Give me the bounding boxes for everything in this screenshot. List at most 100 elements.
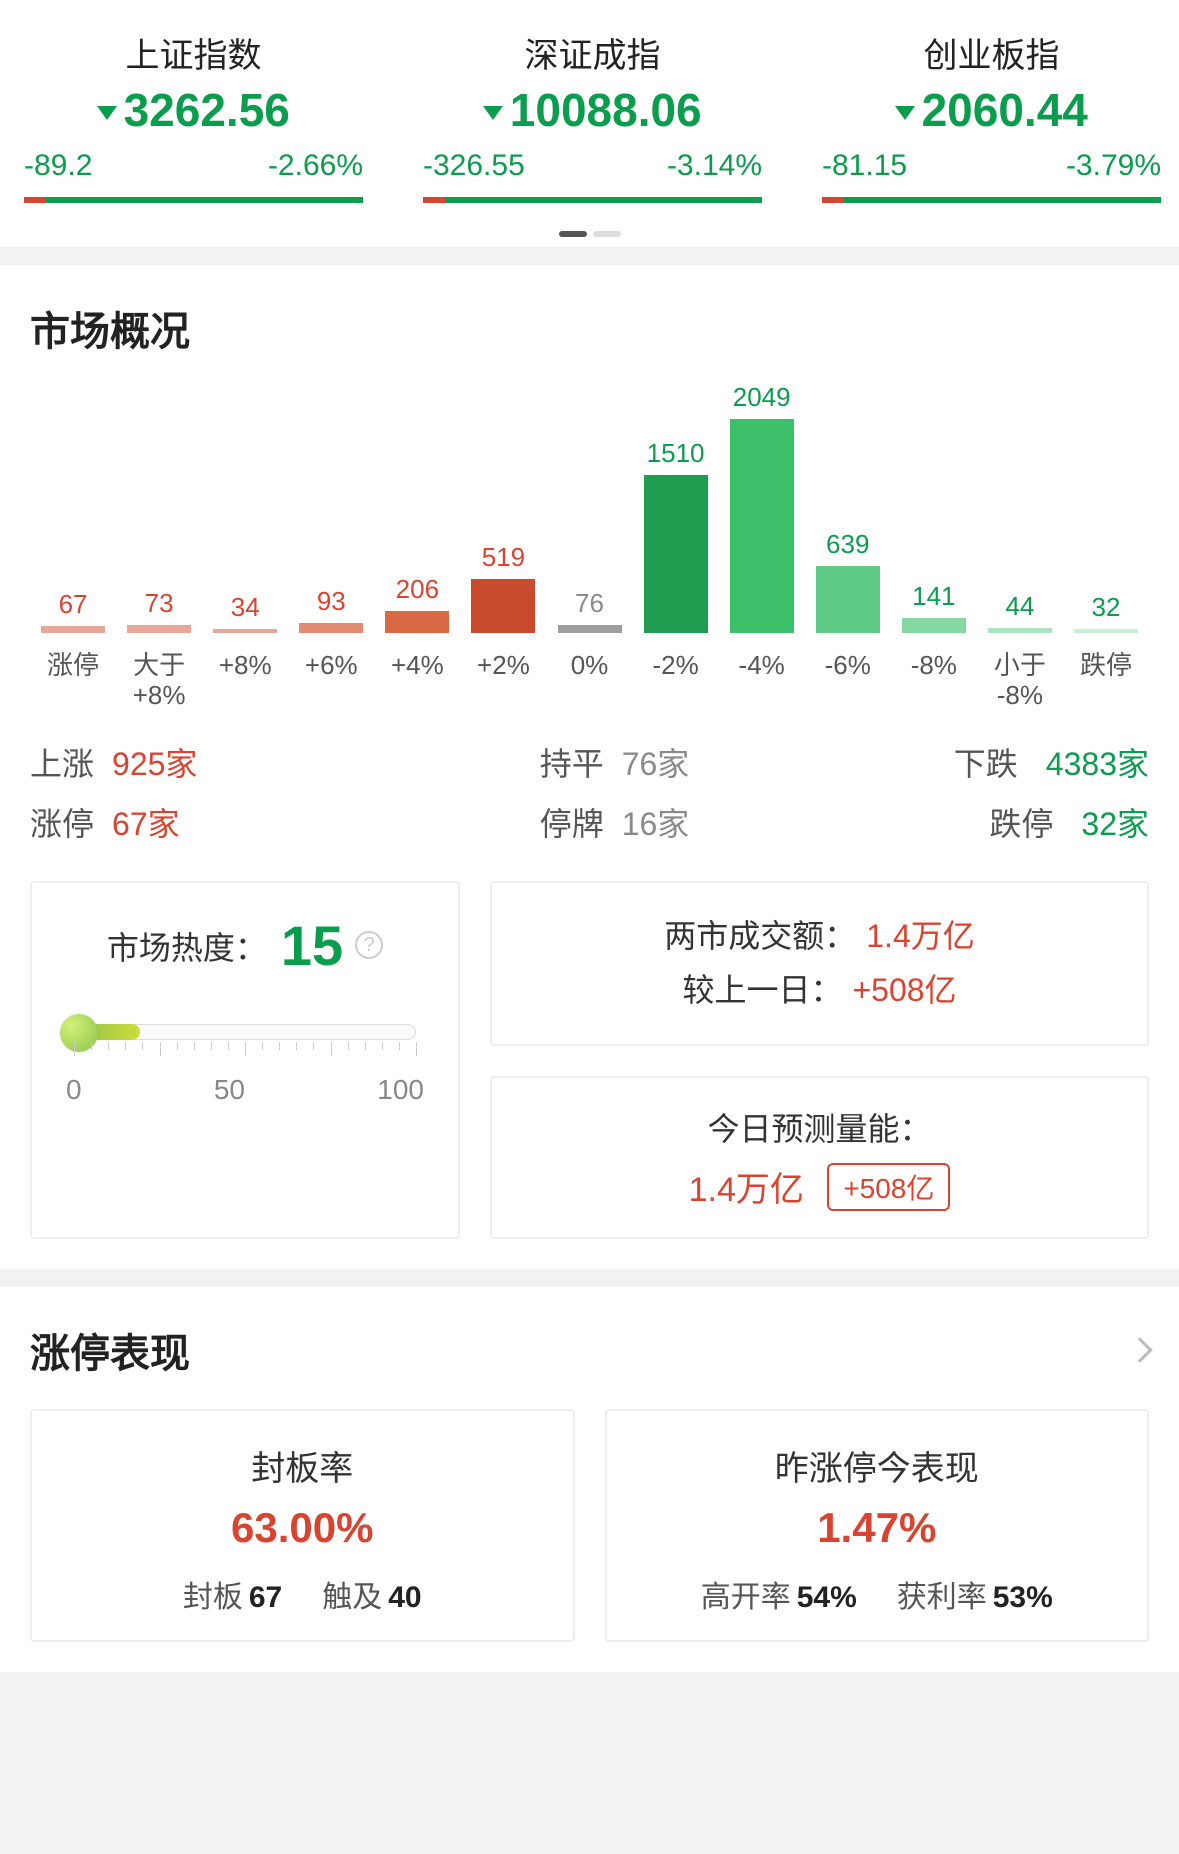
bar-value: 67 [59,589,88,620]
bar-col: 34 [202,592,288,633]
bar [730,419,794,633]
index-underline [423,197,762,203]
section-title: 涨停表现 [30,1321,190,1379]
index-cards-row: 上证指数 3262.56 -89.2 -2.66% 深证成指 10088.06 … [0,0,1179,217]
index-name: 上证指数 [24,28,363,77]
bar [644,475,708,633]
volume-label: 两市成交额： [664,909,856,963]
down-arrow-icon [895,106,915,120]
bar [816,566,880,633]
bar-value: 206 [396,574,439,605]
bar-label: 大于+8% [116,651,202,711]
summary-grid: 上涨 925家 持平 76家 下跌 4383家 涨停 67家 停牌 16家 跌停… [30,739,1149,845]
index-card-shanghai[interactable]: 上证指数 3262.56 -89.2 -2.66% [0,0,381,217]
volume-panel[interactable]: 两市成交额： 1.4万亿 较上一日： +508亿 [490,881,1149,1046]
bar [127,625,191,633]
bar-col: 519 [460,542,546,633]
bar-label: +4% [374,651,460,711]
bar [988,628,1052,633]
market-overview-section: 市场概况 6773349320651976151020496391414432 … [0,265,1179,1269]
volume-delta-value: +508亿 [852,963,956,1017]
bar-value: 519 [482,542,525,573]
chevron-right-icon [1127,1337,1152,1362]
bar-label: 跌停 [1063,651,1149,711]
summary-limit-down: 跌停 32家 [776,799,1149,845]
section-title: 市场概况 [30,299,1149,357]
summary-up: 上涨 925家 [30,739,403,785]
panel-value: 63.00% [52,1504,553,1552]
heat-thermometer [60,1014,430,1048]
bar-value: 93 [317,586,346,617]
heat-label: 市场热度： [107,930,267,966]
scale-max: 100 [377,1074,424,1106]
bar-col: 141 [891,581,977,633]
bar [1074,629,1138,633]
bar-value: 44 [1005,591,1034,622]
bar-label: 小于-8% [977,651,1063,711]
bar-value: 639 [826,529,869,560]
bar-col: 1510 [633,438,719,633]
bar-col: 206 [374,574,460,633]
bar-col: 639 [805,529,891,633]
summary-down: 下跌 4383家 [776,739,1149,785]
sub-stat: 触及40 [322,1572,421,1616]
sub-stat: 封板67 [183,1572,282,1616]
index-change: -89.2 [24,149,92,183]
index-value: 10088.06 [510,84,702,136]
bar-col: 93 [288,586,374,633]
bar-col: 44 [977,591,1063,633]
pager-dot [593,231,621,237]
scale-mid: 50 [214,1074,245,1106]
seal-rate-panel[interactable]: 封板率 63.00% 封板67 触及40 [30,1409,575,1642]
bar [213,629,277,633]
panel-value: 1.47% [627,1504,1128,1552]
volume-delta-label: 较上一日： [682,963,842,1017]
index-underline [24,197,363,203]
predict-title: 今日预测量能： [520,1104,1119,1150]
volume-value: 1.4万亿 [866,909,975,963]
bar-label: -8% [891,651,977,711]
sub-stat: 高开率54% [701,1572,857,1616]
index-pct: -2.66% [268,149,363,183]
pager[interactable] [0,217,1179,247]
bar [41,626,105,633]
summary-flat: 持平 76家 [403,739,776,785]
bar-value: 73 [145,588,174,619]
index-card-chinext[interactable]: 创业板指 2060.44 -81.15 -3.79% [798,0,1179,217]
down-arrow-icon [97,106,117,120]
bar-col: 32 [1063,592,1149,633]
market-heat-panel[interactable]: 市场热度：15? 0 50 100 [30,881,460,1239]
bar-col: 76 [546,588,632,633]
limit-up-header[interactable]: 涨停表现 [30,1321,1149,1379]
down-arrow-icon [483,106,503,120]
bar [902,618,966,633]
bar-col: 2049 [719,382,805,633]
index-card-shenzhen[interactable]: 深证成指 10088.06 -326.55 -3.14% [399,0,780,217]
index-pct: -3.14% [667,149,762,183]
help-icon[interactable]: ? [355,931,383,959]
index-name: 深证成指 [423,28,762,77]
bar [471,579,535,633]
index-name: 创业板指 [822,28,1161,77]
bar-col: 73 [116,588,202,633]
pager-dot-active [559,231,587,237]
bar-value: 2049 [733,382,791,413]
bar-value: 34 [231,592,260,623]
bar-value: 1510 [647,438,705,469]
bar-label: 0% [546,651,632,711]
index-value: 2060.44 [922,84,1088,136]
yesterday-limit-panel[interactable]: 昨涨停今表现 1.47% 高开率54% 获利率53% [605,1409,1150,1642]
bar-value: 141 [912,581,955,612]
volume-predict-panel[interactable]: 今日预测量能： 1.4万亿 +508亿 [490,1076,1149,1239]
bar [558,625,622,633]
bar-label: +6% [288,651,374,711]
index-change: -326.55 [423,149,525,183]
index-value: 3262.56 [124,84,290,136]
distribution-chart: 6773349320651976151020496391414432 涨停大于+… [30,383,1149,711]
bar [299,623,363,633]
limit-up-section: 涨停表现 封板率 63.00% 封板67 触及40 昨涨停今表现 1.47% 高… [0,1287,1179,1672]
bar-value: 32 [1092,592,1121,623]
index-pct: -3.79% [1066,149,1161,183]
bar-label: -6% [805,651,891,711]
bar-label: -4% [719,651,805,711]
